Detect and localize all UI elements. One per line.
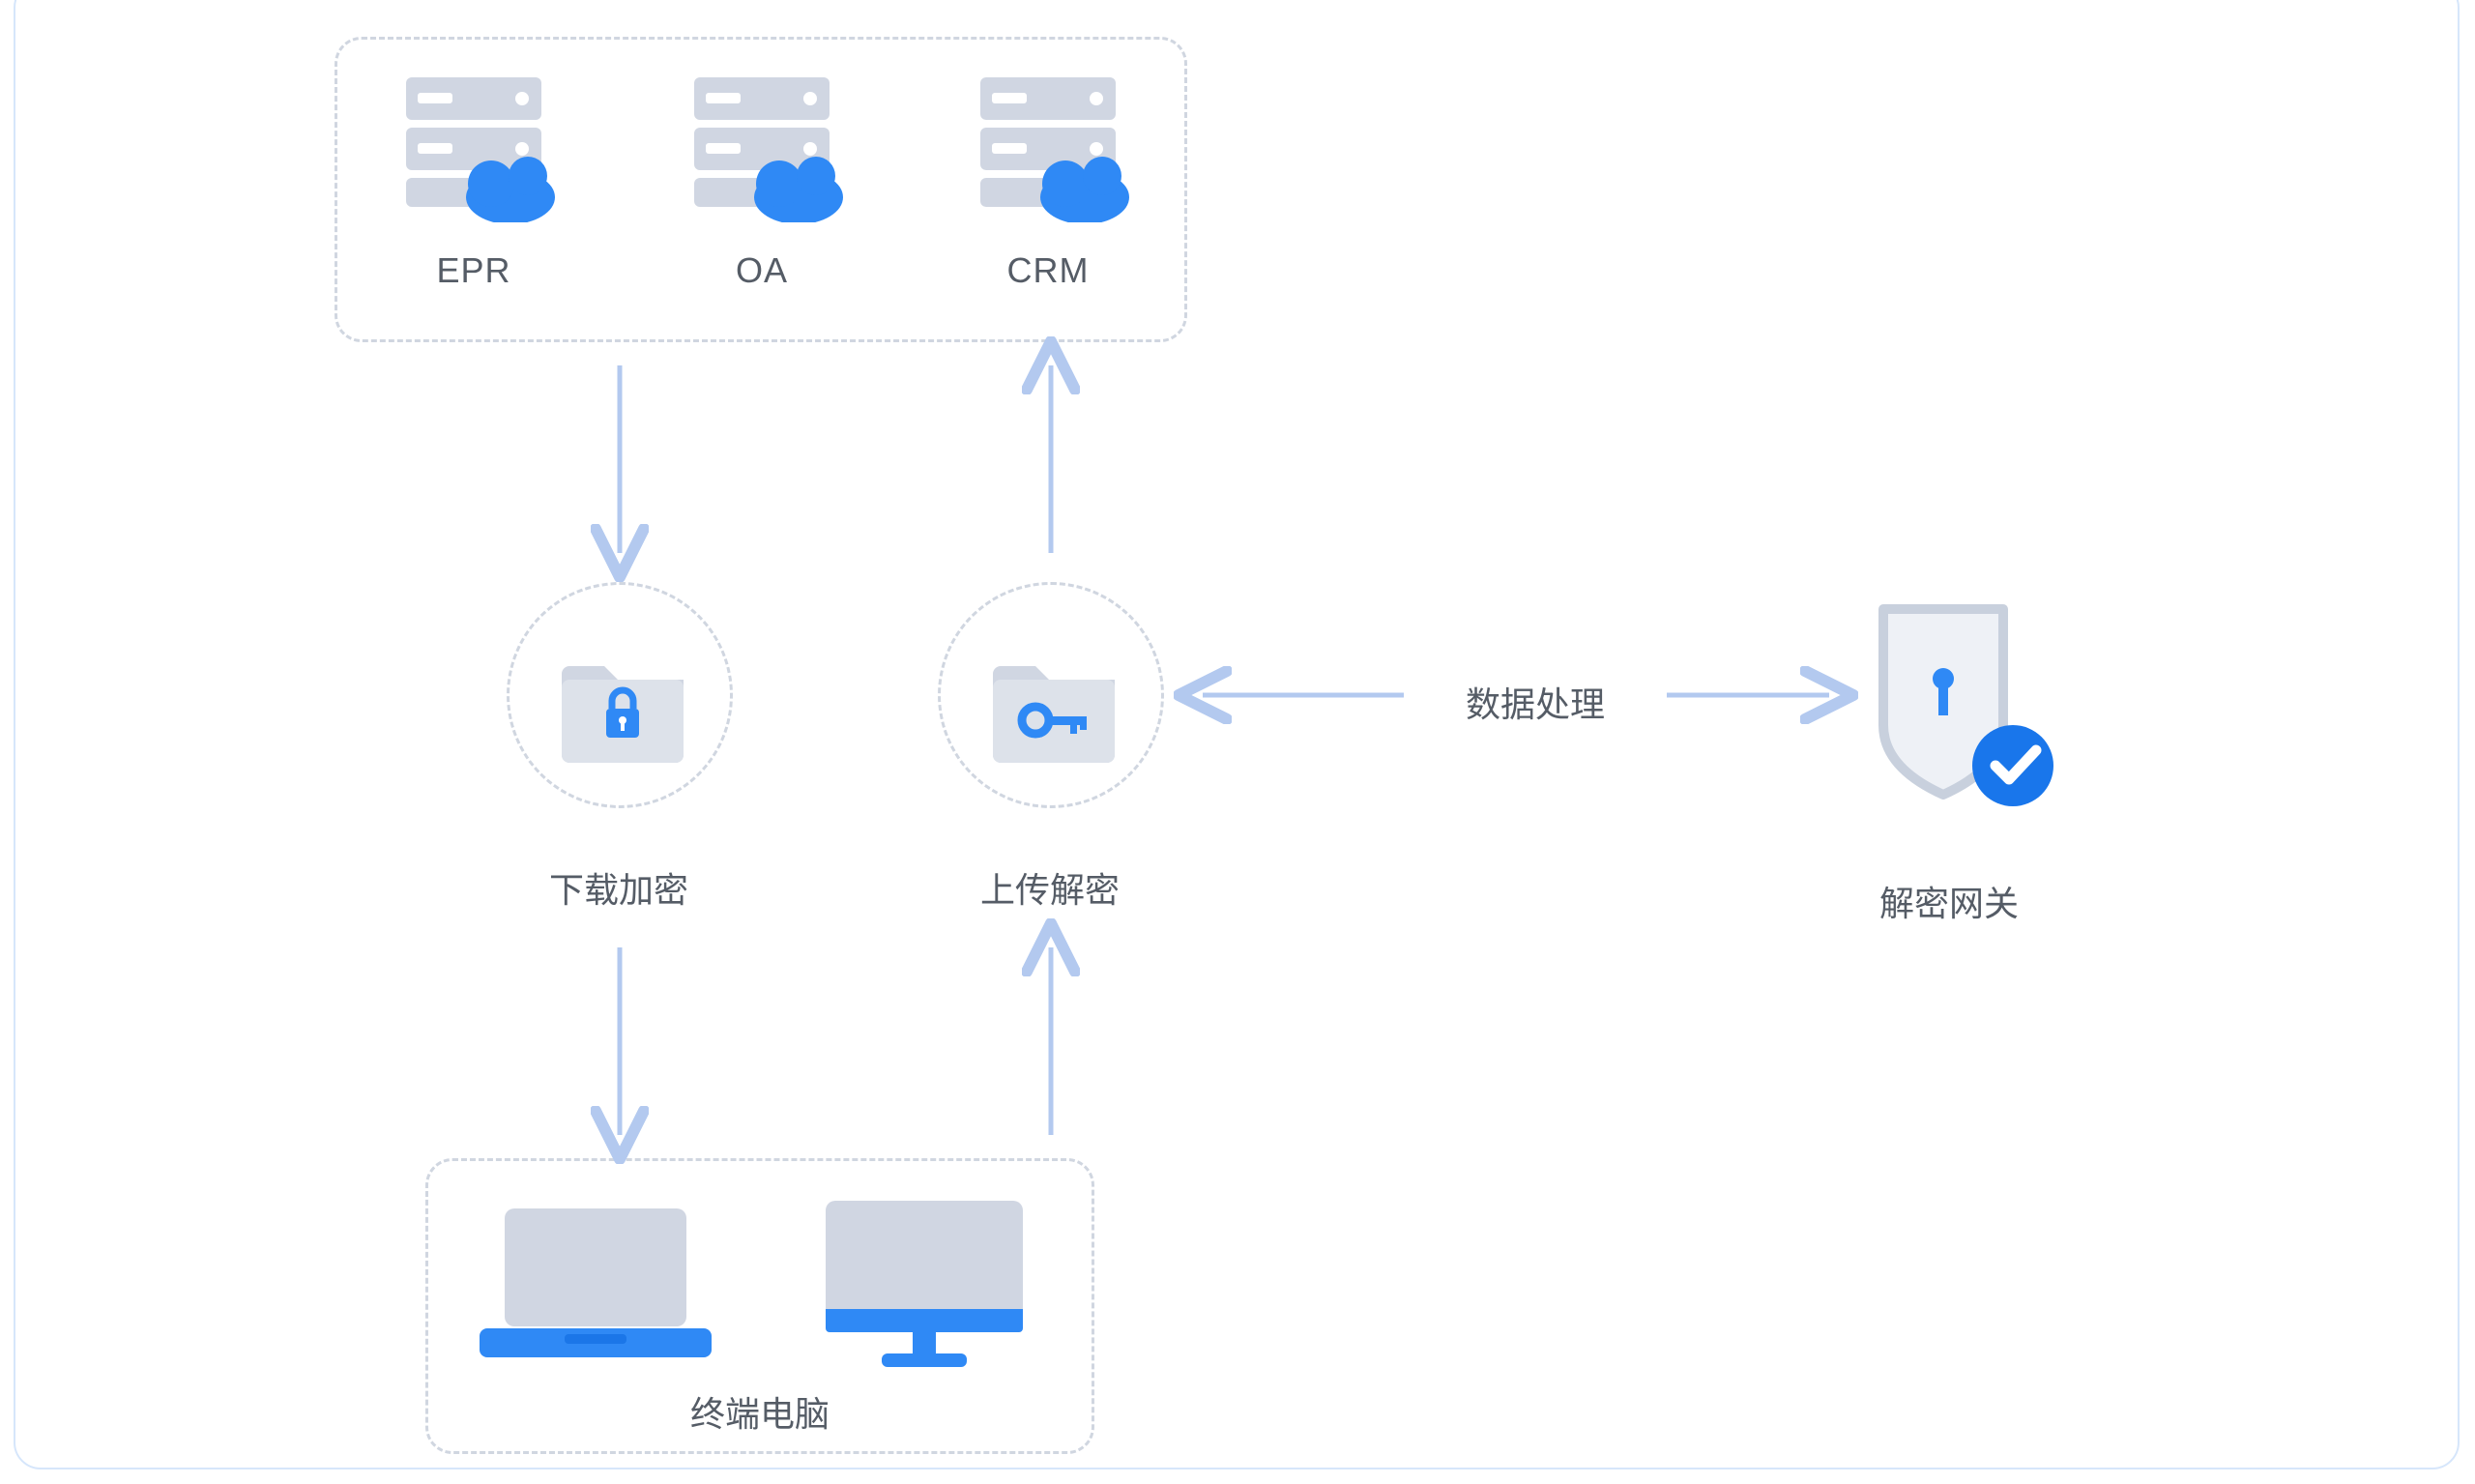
arrows-layer — [0, 0, 2475, 1484]
